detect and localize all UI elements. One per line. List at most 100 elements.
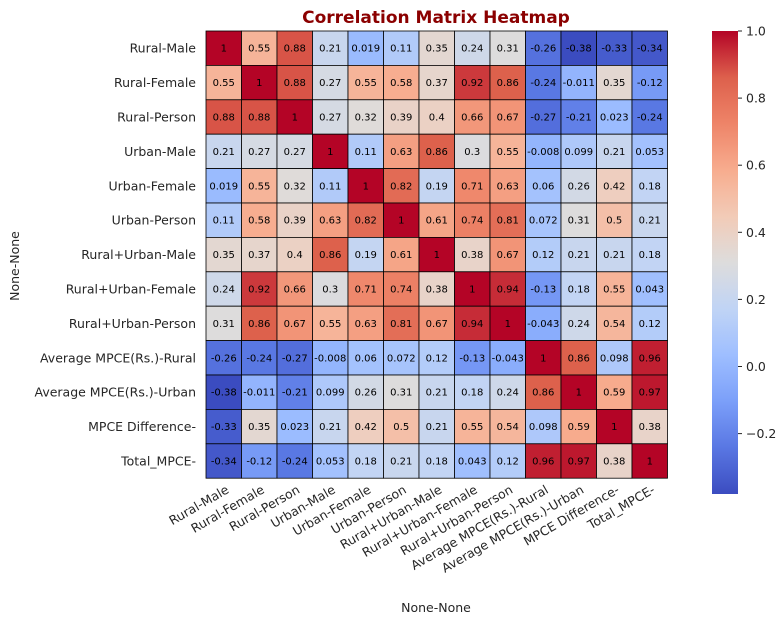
colorbar-tick-label: 0.2 (746, 292, 766, 307)
cell-value-label: 0.82 (390, 181, 412, 192)
cell-value-label: -0.33 (211, 422, 237, 433)
heatmap-cell (525, 133, 562, 169)
cell-value-label: 0.37 (248, 250, 270, 261)
y-axis-label: None-None (7, 231, 22, 301)
cell-value-label: 0.21 (568, 250, 590, 261)
cell-value-label: 0.39 (284, 216, 306, 227)
cell-value-label: 0.92 (461, 78, 483, 89)
heatmap-cell (205, 133, 242, 169)
cell-value-label: 0.86 (497, 78, 519, 89)
heatmap-cell (560, 271, 597, 307)
heatmap-cell (454, 271, 491, 307)
heatmap-cell (454, 443, 491, 479)
y-tick-label: Total_MPCE- (120, 454, 196, 469)
heatmap-cell (418, 65, 455, 101)
cell-value-label: 0.043 (458, 457, 487, 468)
cell-value-label: 0.21 (390, 457, 412, 468)
heatmap-cell (241, 202, 278, 238)
cell-value-label: 0.55 (497, 147, 519, 158)
cell-value-label: 0.71 (461, 181, 483, 192)
heatmap-cell (525, 30, 562, 66)
heatmap-cell (347, 408, 384, 445)
heatmap-cell (383, 271, 420, 307)
heatmap-cell (383, 30, 420, 66)
heatmap-cell (276, 305, 313, 342)
cell-value-label: 0.023 (600, 113, 629, 124)
heatmap-cell (418, 202, 455, 238)
cell-value-label: 0.88 (248, 113, 270, 124)
cell-value-label: 0.67 (426, 319, 448, 330)
cell-value-label: 0.11 (319, 181, 341, 192)
heatmap-cell (418, 340, 455, 376)
heatmap-cell (631, 408, 668, 445)
cell-value-label: 0.098 (600, 353, 629, 364)
y-tick-label: Rural-Female (114, 75, 196, 90)
cell-value-label: 0.67 (284, 319, 306, 330)
colorbar: 1.0 0.8 0.6 0.4 0.2 0.0 −0.2 (712, 24, 776, 494)
colorbar-tick-label: 1.0 (746, 24, 766, 39)
heatmap-cell (489, 202, 526, 238)
heatmap-cell (347, 374, 384, 410)
x-tick-labels: Rural-MaleRural-FemaleRural-PersonUrban-… (166, 482, 657, 576)
cell-value-label: 0.38 (461, 250, 483, 261)
cell-value-label: 0.4 (287, 250, 303, 261)
heatmap-cell (312, 374, 349, 410)
cell-value-label: 0.31 (390, 388, 412, 399)
cell-value-label: 0.96 (532, 457, 554, 468)
cell-value-label: 0.97 (568, 457, 590, 468)
heatmap-cell (205, 65, 242, 101)
cell-value-label: -0.12 (637, 78, 663, 89)
heatmap-cell (631, 374, 668, 410)
cell-value-label: 0.55 (355, 78, 377, 89)
cell-value-label: -0.24 (246, 353, 272, 364)
cell-value-label: 0.92 (248, 285, 270, 296)
heatmap-cell (312, 236, 349, 273)
heatmap-cell (560, 99, 597, 135)
cell-value-label: 0.5 (393, 422, 409, 433)
cell-value-label: 0.31 (497, 44, 519, 55)
heatmap-cell (631, 271, 668, 307)
cell-value-label: 0.18 (639, 250, 661, 261)
cell-value-label: -0.38 (566, 44, 592, 55)
cell-value-label: 0.35 (426, 44, 448, 55)
heatmap-cell (596, 443, 633, 479)
cell-value-label: 0.18 (461, 388, 483, 399)
cell-value-label: 0.27 (248, 147, 270, 158)
cell-value-label: 0.94 (461, 319, 483, 330)
cell-value-label: 1 (363, 181, 369, 192)
cell-value-label: 1 (469, 285, 475, 296)
colorbar-tick-label: 0.4 (746, 225, 766, 240)
cell-value-label: 0.35 (213, 250, 235, 261)
cell-value-label: 0.55 (248, 44, 270, 55)
heatmap-cell (312, 65, 349, 101)
heatmap-cell (276, 168, 313, 204)
heatmap-cell (241, 374, 278, 410)
cell-value-label: 0.86 (248, 319, 270, 330)
cell-value-label: 0.072 (387, 353, 416, 364)
y-tick-label: Average MPCE(Rs.)-Rural (40, 350, 196, 365)
heatmap-cell (418, 271, 455, 307)
cell-value-label: 1 (256, 78, 262, 89)
heatmap-cell (418, 408, 455, 445)
heatmap-cell (454, 374, 491, 410)
cell-value-label: 0.66 (284, 285, 306, 296)
cell-value-label: 0.31 (213, 319, 235, 330)
heatmap-cell (347, 202, 384, 238)
cell-value-label: 0.072 (529, 216, 558, 227)
cell-value-label: 0.74 (390, 285, 412, 296)
heatmap-cell (560, 133, 597, 169)
heatmap-cell (489, 340, 526, 376)
cell-value-label: 0.11 (390, 44, 412, 55)
cell-value-label: 0.21 (639, 216, 661, 227)
cell-value-label: 0.24 (461, 44, 483, 55)
cell-value-label: 0.21 (603, 250, 625, 261)
heatmap-cell (489, 133, 526, 169)
cell-value-label: 1 (434, 250, 440, 261)
cell-value-label: 0.3 (322, 285, 338, 296)
heatmap-cell (383, 65, 420, 101)
heatmap-cell (383, 408, 420, 445)
heatmap-cell (596, 408, 633, 445)
cell-value-label: -0.011 (563, 78, 595, 89)
cell-value-label: 0.18 (639, 181, 661, 192)
cell-value-label: 0.86 (319, 250, 341, 261)
